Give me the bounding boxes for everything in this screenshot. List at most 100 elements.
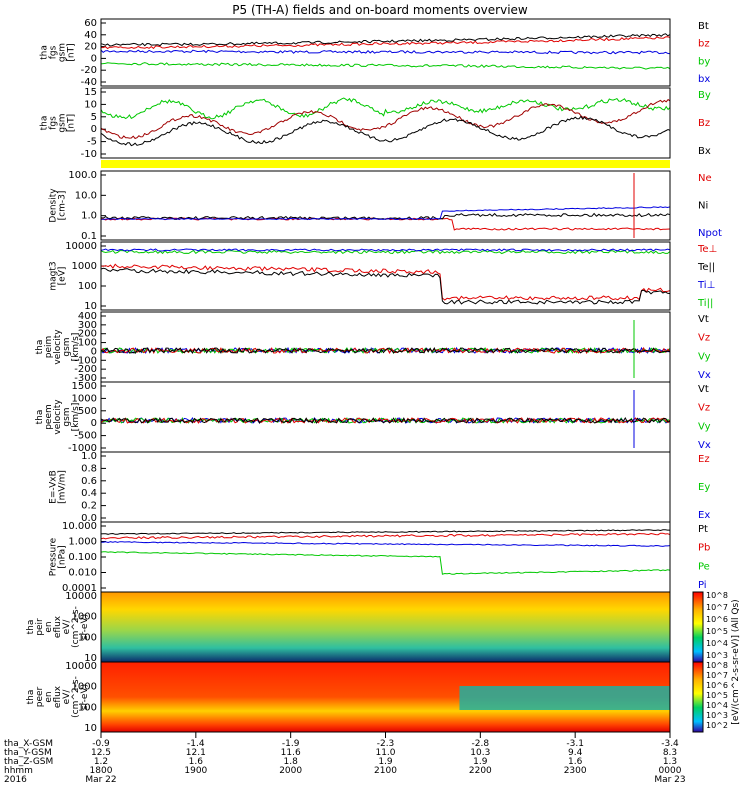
panel-frame [100,87,671,159]
panel-ylabel: [mV/m] [58,470,68,504]
panel-ylabel: gsm [62,337,72,356]
tick-label: 100 [78,632,97,643]
series-By [100,97,671,120]
panel-ylabel: tha [35,340,45,355]
panel-ylabel: peim [44,336,54,359]
legend-entry: Vy [698,421,711,432]
legend-entry: Pe [698,561,710,572]
panel-ylabel: [cm-3] [58,191,68,221]
panel-8: Pressure [nPa] 10.000 1.000 0.100 0.010 0.0001… [49,521,711,594]
panel-4: magt3 [eV] 10000 1000 100 10 Te⊥ Te|| Ti⊥ Ti|| [49,241,718,312]
panel-ylabel: peer [35,686,45,707]
tick-label: 10.0 [75,190,97,201]
tick-label: 1.0 [81,451,97,462]
panel-ylabel: [km/s] [71,333,81,362]
x-tick-label: 2300 [564,766,587,776]
tick-label: 10 [84,99,97,110]
panel-ylabel: sr-eV) [80,684,90,710]
panel-ylabel: Density [49,188,59,223]
panel-ylabel: peir [35,618,45,636]
tick-label: -300 [74,373,97,384]
tick-label: 0 [91,346,97,357]
x-tick-label: -2.3 [377,739,395,749]
x-tick-label: Mar 22 [85,775,116,785]
panel-ylabel: gsm [62,407,72,426]
tick-label: -500 [74,431,97,442]
panel-ylabel: tha [40,45,50,60]
chart-title: P5 (TH-A) fields and on-board moments ov… [232,3,528,17]
x-tick-label: -1.4 [187,739,205,749]
panel-ylabel: tha [26,690,36,705]
panel-9: tha peir en eflux eV/(cm^2-s-sr-eV) 10000 1000… [26,591,671,664]
tick-label: -10 [81,149,97,160]
x-tick-label: 1.8 [284,757,299,767]
series-Bz [100,98,671,140]
panel-frame [100,381,671,453]
tick-label: 10000 [65,591,97,602]
colorbar-tick: 10^6 [706,615,728,624]
tick-label: 10.000 [62,521,97,532]
legend-entry: Ni [698,201,708,212]
panel-ylabel: en [44,691,54,702]
panel-frame [100,170,671,241]
panel-ylabel: Pressure [49,537,59,576]
tick-label: 500 [78,406,97,417]
tick-label: 10 [84,723,97,734]
legend-entry: Vy [698,351,711,362]
x-tick-label: 12.1 [186,748,206,758]
panel-ylabel: tha [35,410,45,425]
colorbar-tick: 10^6 [706,681,728,690]
panel-ylabel: eflux [53,685,63,708]
panel-ylabel: tha [40,116,50,131]
legend-entry: bx [698,74,710,85]
legend-entry: Vt [698,314,709,325]
x-tick-label: 1900 [184,766,207,776]
footer-row-label: tha_Y-GSM [4,748,52,758]
legend-entry: Ey [698,482,710,493]
tick-label: 0.6 [81,476,97,487]
tick-label: 100.0 [68,170,97,181]
panel-ylabel: gsm [58,113,68,132]
x-tick-label: 9.4 [568,748,583,758]
legend-entry: Pb [698,543,710,554]
x-tick-label: 1.6 [568,757,583,767]
panel-ylabel: (cm^2-s- [71,606,81,648]
tick-label: 5 [91,112,97,123]
panel-ylabel: [eV] [58,267,68,286]
tick-label: 300 [78,320,97,331]
flag-strip [101,160,670,168]
panel-ylabel: [km/s] [71,403,81,432]
tick-label: 40 [84,30,97,41]
tick-label: 0.0 [81,513,97,524]
series-Bt [100,33,671,47]
legend-entry: Npot [698,228,722,239]
panel-10: tha peer en eflux eV/(cm^2-s-sr-eV) 10000 1000… [26,661,671,734]
tick-label: 1000 [72,612,97,623]
panel-ylabel: velocity [53,399,63,435]
x-tick-label: 2200 [469,766,492,776]
tick-label: 100 [78,338,97,349]
x-tick-label: 1.6 [189,757,204,767]
x-tick-label: 8.3 [663,748,677,758]
legend-entry: Ex [698,510,710,521]
panel-ylabel: sr-eV) [80,614,90,640]
tick-label: 0.4 [81,488,97,499]
tick-label: 10 [84,301,97,312]
tick-label: 0 [91,418,97,429]
legend-entry: by [698,56,710,67]
colorbar-tick: 10^4 [706,701,728,710]
colorbar-tick: 10^2 [706,721,728,730]
legend-entry: Bz [698,118,710,129]
legend-entry: Bt [698,21,709,32]
footer-row-label: hhmm [4,766,33,776]
panel-frame [100,311,671,383]
panel-ylabel: fgs [49,116,59,130]
tick-label: 0 [91,124,97,135]
x-tick-label: 1.9 [378,757,393,767]
legend-entry: Bx [698,146,711,157]
tick-label: -1000 [68,443,97,454]
x-tick-label: Mar 23 [654,775,685,785]
tick-label: 0.1 [81,231,97,242]
tick-label: 1000 [72,682,97,693]
